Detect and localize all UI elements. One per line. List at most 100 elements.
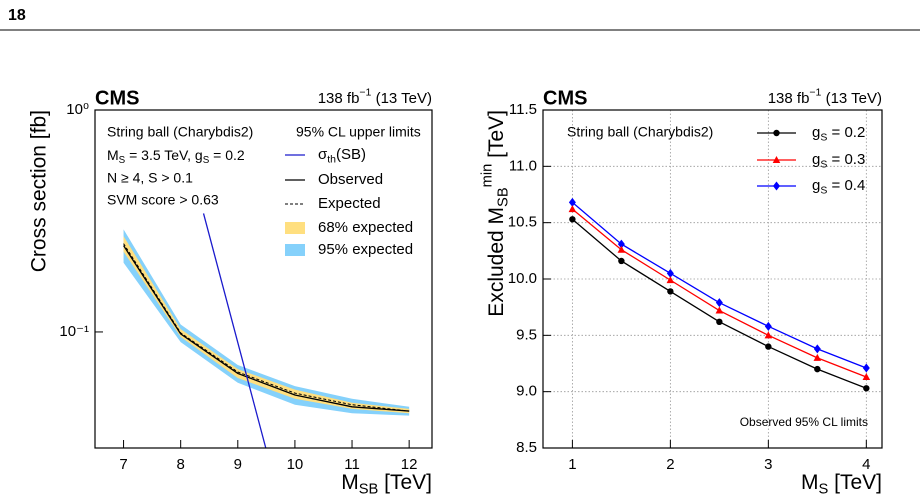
- text-part: S: [820, 184, 827, 196]
- marker: [765, 343, 772, 350]
- x-tick-label: 10: [287, 456, 304, 473]
- marker: [764, 331, 773, 339]
- series-line: [202, 213, 267, 448]
- text-part: −1: [809, 86, 821, 98]
- text-part: SB: [359, 481, 379, 497]
- marker: [618, 257, 625, 265]
- plot-area: [568, 197, 871, 392]
- lumi-label: 138 fb−1 (13 TeV): [768, 86, 882, 107]
- annotation: Observed 95% CL limits: [740, 415, 868, 429]
- text-part: th: [327, 153, 336, 165]
- y-axis-label: Cross section [fb]: [28, 110, 51, 272]
- marker: [813, 353, 822, 361]
- legend-label: 68% expected: [318, 219, 413, 236]
- x-tick-label: 1: [568, 456, 576, 473]
- annotation: MS = 3.5 TeV, gS = 0.2: [107, 147, 245, 166]
- marker: [666, 276, 675, 284]
- plot-area: [123, 213, 410, 448]
- legend-marker: [772, 156, 781, 163]
- y-tick-label: 11.5: [509, 101, 537, 118]
- cms-label: CMS: [95, 87, 139, 109]
- text-part: M: [341, 471, 359, 494]
- text-part: g: [812, 124, 820, 141]
- y-tick-label: 11.0: [509, 157, 537, 174]
- annotation: String ball (Charybdis2): [107, 124, 253, 140]
- y-axis-label: Excluded MSBmin [TeV]: [479, 110, 511, 317]
- text-part: (13 TeV): [821, 90, 882, 107]
- text-part: = 0.2: [827, 124, 865, 141]
- band: [123, 236, 410, 414]
- marker: [569, 216, 576, 223]
- text-part: S: [119, 155, 126, 166]
- text-part: M: [107, 147, 119, 163]
- plot-frame: [542, 109, 883, 449]
- text-part: min: [479, 164, 495, 188]
- text-part: g: [812, 177, 820, 194]
- y-tick-label: 8.5: [516, 439, 537, 456]
- band: [123, 229, 410, 416]
- text-part: S: [820, 158, 827, 170]
- x-tick-label: 8: [177, 456, 185, 473]
- legend-label: gS = 0.2: [812, 124, 865, 143]
- text-part: 138 fb: [318, 90, 360, 107]
- text-part: (13 TeV): [371, 90, 432, 107]
- series-line: [123, 245, 410, 412]
- legend-label: Expected: [318, 195, 381, 212]
- text-part: SB: [495, 187, 511, 207]
- y-tick-label: 10⁻¹: [59, 323, 89, 340]
- cms-label: CMS: [543, 87, 587, 109]
- x-tick-label: 7: [119, 456, 127, 473]
- text-part: S: [819, 481, 829, 497]
- marker: [617, 239, 625, 249]
- text-part: [TeV]: [378, 471, 432, 494]
- text-part: Excluded M: [485, 207, 508, 317]
- marker: [764, 321, 772, 331]
- text-part: [TeV]: [828, 471, 882, 494]
- legend-label: gS = 0.3: [812, 151, 865, 170]
- x-tick-label: 3: [764, 456, 772, 473]
- page-number: 18: [8, 7, 26, 24]
- legend-label: σth(SB): [318, 146, 366, 165]
- plot-frame: [94, 109, 433, 449]
- y-tick-label: 10⁰: [66, 101, 89, 118]
- marker: [814, 365, 821, 373]
- marker: [862, 363, 870, 373]
- y-tick-label: 9.0: [516, 383, 537, 400]
- marker: [813, 344, 821, 354]
- x-tick-label: 12: [401, 456, 418, 473]
- text-part: = 0.3: [827, 151, 865, 168]
- text-part: (SB): [336, 146, 366, 163]
- text-part: 138 fb: [768, 90, 810, 107]
- text-part: −1: [359, 86, 371, 98]
- text-part: S: [820, 131, 827, 143]
- text-part: M: [801, 471, 819, 494]
- text-part: = 3.5 TeV, g: [125, 147, 202, 163]
- x-axis-label: MSB [TeV]: [341, 471, 432, 498]
- annotation: SVM score > 0.63: [107, 192, 219, 208]
- marker: [667, 288, 674, 295]
- x-tick-label: 9: [234, 456, 242, 473]
- marker: [863, 385, 870, 392]
- x-axis-label: MS [TeV]: [801, 471, 882, 498]
- x-tick-label: 11: [344, 456, 360, 473]
- legend-swatch: [285, 244, 305, 256]
- marker: [568, 197, 576, 207]
- chart: 7 8 9 10 11 12 10⁰ 10⁻¹ CMS 138 fb−1 (13 TeV) MSB …: [28, 86, 433, 498]
- marker: [862, 373, 871, 381]
- text-part: [TeV]: [485, 110, 508, 164]
- annotation: String ball (Charybdis2): [567, 124, 713, 140]
- y-tick-label: 10.5: [508, 214, 537, 231]
- legend-label: gS = 0.4: [812, 177, 865, 196]
- legend-label: Observed: [318, 171, 383, 188]
- text-part: = 0.4: [827, 177, 865, 194]
- legend-swatch: [285, 222, 305, 234]
- marker: [716, 318, 723, 326]
- lumi-label: 138 fb−1 (13 TeV): [318, 86, 432, 107]
- x-tick-label: 4: [862, 456, 870, 473]
- text-part: g: [812, 151, 820, 168]
- text-part: = 0.2: [209, 147, 245, 163]
- annotation: N ≥ 4, S > 0.1: [107, 170, 193, 186]
